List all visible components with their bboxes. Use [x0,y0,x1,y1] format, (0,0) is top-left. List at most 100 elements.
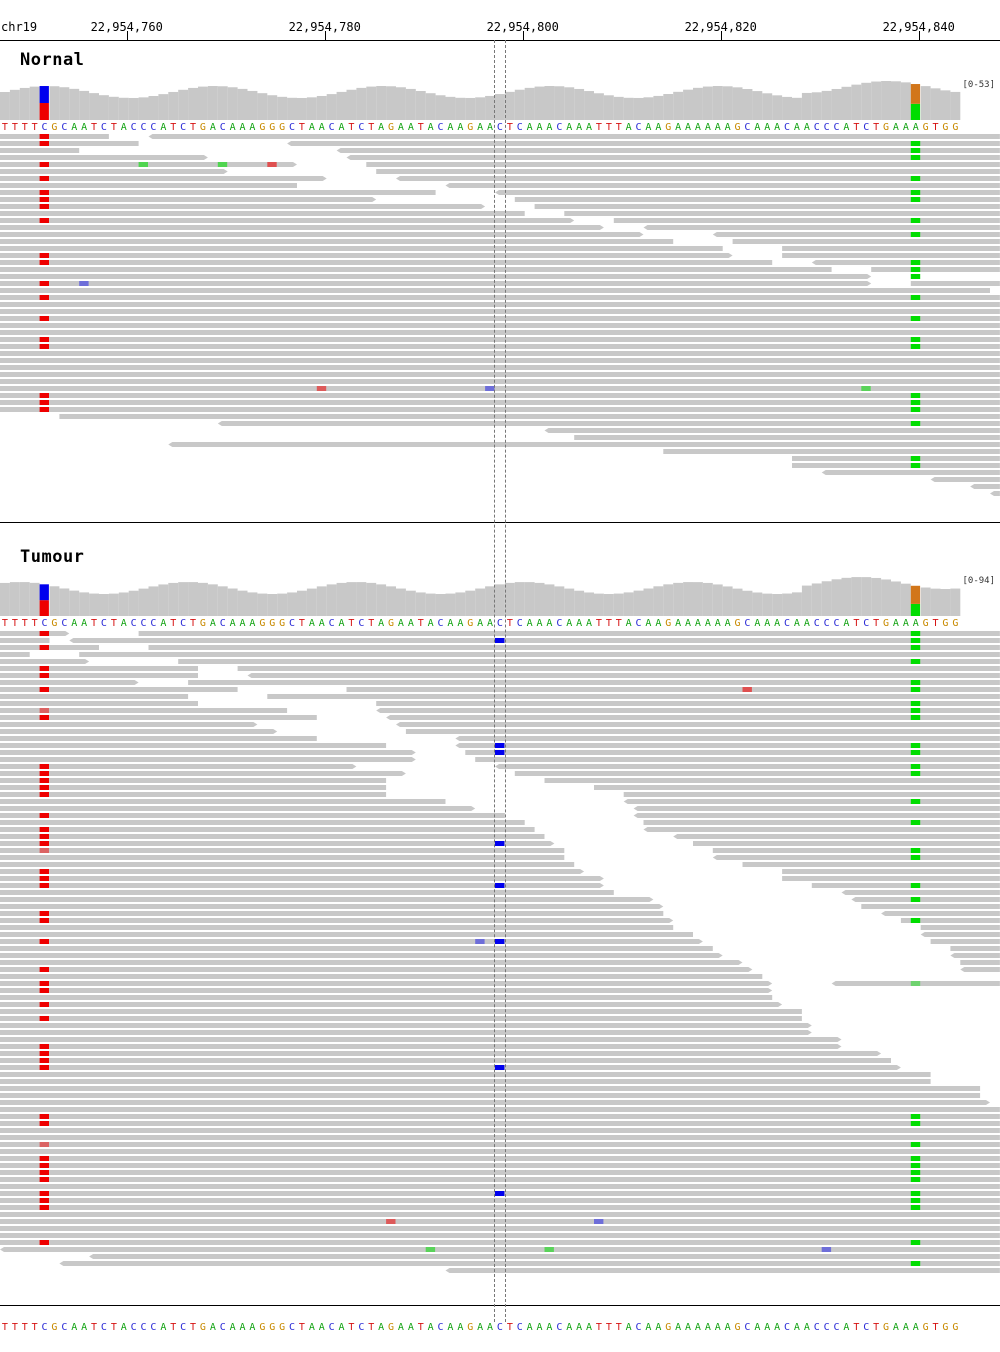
reference-base: A [121,1322,127,1331]
coverage-bar [168,582,179,616]
reference-base: A [230,122,236,131]
coverage-bar [752,592,763,616]
reference-base: A [398,1322,404,1331]
coverage-bar [207,86,218,120]
coverage-bar [9,582,20,616]
mismatch-base [910,267,921,272]
reference-base: A [249,618,255,627]
mismatch-base [910,883,921,888]
coverage-bar [504,91,515,120]
mismatch-base [910,659,921,664]
read [0,1198,1000,1203]
reference-base: G [51,122,57,131]
read [0,1058,891,1063]
coverage-track-normal[interactable] [0,80,1000,120]
ruler-tick-label: 22,954,840 [882,20,955,34]
reference-base: A [685,1322,691,1331]
reference-base: C [834,122,840,131]
reference-base: G [952,122,958,131]
coverage-bar [891,581,901,616]
read [376,708,1000,713]
read [0,1226,1000,1231]
reference-base: C [517,618,523,627]
reference-base: G [952,1322,958,1331]
reference-base: T [348,618,354,627]
coverage-bar [148,586,159,616]
coverage-bar [425,93,436,120]
coverage-bar [386,586,396,616]
read [0,890,614,895]
coverage-bar [742,88,753,120]
reference-base: A [576,122,582,131]
read [0,1149,1000,1154]
read [782,253,1000,258]
reference-base: G [665,618,671,627]
read [0,218,575,223]
coverage-bar [702,86,713,120]
reference-base: A [893,122,899,131]
mismatch-base [39,218,49,223]
reference-base: A [428,1322,434,1331]
reference-base: T [873,122,879,131]
coverage-bar [0,92,10,120]
reference-base: A [537,1322,543,1331]
reference-base: C [141,122,147,131]
alignment-reads-normal[interactable] [0,134,1000,514]
reference-base: A [160,618,166,627]
reference-base: A [339,122,345,131]
reference-base: A [210,1322,216,1331]
reference-base: A [319,122,325,131]
coverage-bar [722,586,733,616]
reference-base: G [923,122,929,131]
reference-base: C [834,618,840,627]
mismatch-base [910,638,921,643]
coverage-range-normal: [0-53] [962,80,995,90]
genomic-ruler[interactable]: chr19 22,954,760 22,954,780 22,954,800 2… [0,0,1000,41]
read [742,862,1000,867]
read [594,785,1000,790]
coverage-bar [118,97,129,120]
read [0,1100,990,1105]
reference-base: G [883,122,889,131]
coverage-bar [306,588,317,616]
read [0,680,139,685]
reference-base: A [319,1322,325,1331]
mismatch-base [39,197,49,202]
mismatch-base [39,1114,49,1119]
track-separator [0,1305,1000,1306]
reference-base: C [556,618,562,627]
reference-base: A [764,1322,770,1331]
read [0,778,387,783]
read [712,232,1000,237]
mismatch-base [910,337,921,342]
mismatch-base [39,407,49,412]
coverage-bar [99,95,109,120]
coverage-bar [930,588,941,616]
coverage-bar [782,96,792,120]
mismatch-base [39,1191,49,1196]
reference-base: A [626,122,632,131]
coverage-bar [79,592,90,616]
mismatch-base [39,1051,49,1056]
reference-base: A [794,618,800,627]
read [564,211,1000,216]
coverage-bar [554,586,565,616]
mismatch-base [39,708,49,713]
coverage-bar [267,593,278,616]
read [990,491,1000,496]
reference-base: A [309,1322,315,1331]
reference-base: A [913,122,919,131]
reference-base: A [71,1322,77,1331]
read [534,204,1000,209]
coverage-bar [633,590,644,616]
reference-base: A [705,1322,711,1331]
coverage-bar [198,582,208,616]
coverage-bar [455,592,466,616]
read [782,869,1000,874]
coverage-bar [257,93,268,120]
alignment-reads-tumour[interactable] [0,631,1000,1293]
read [217,421,1000,426]
read [0,351,1000,356]
coverage-track-tumour[interactable] [0,576,1000,616]
read [0,1009,802,1014]
